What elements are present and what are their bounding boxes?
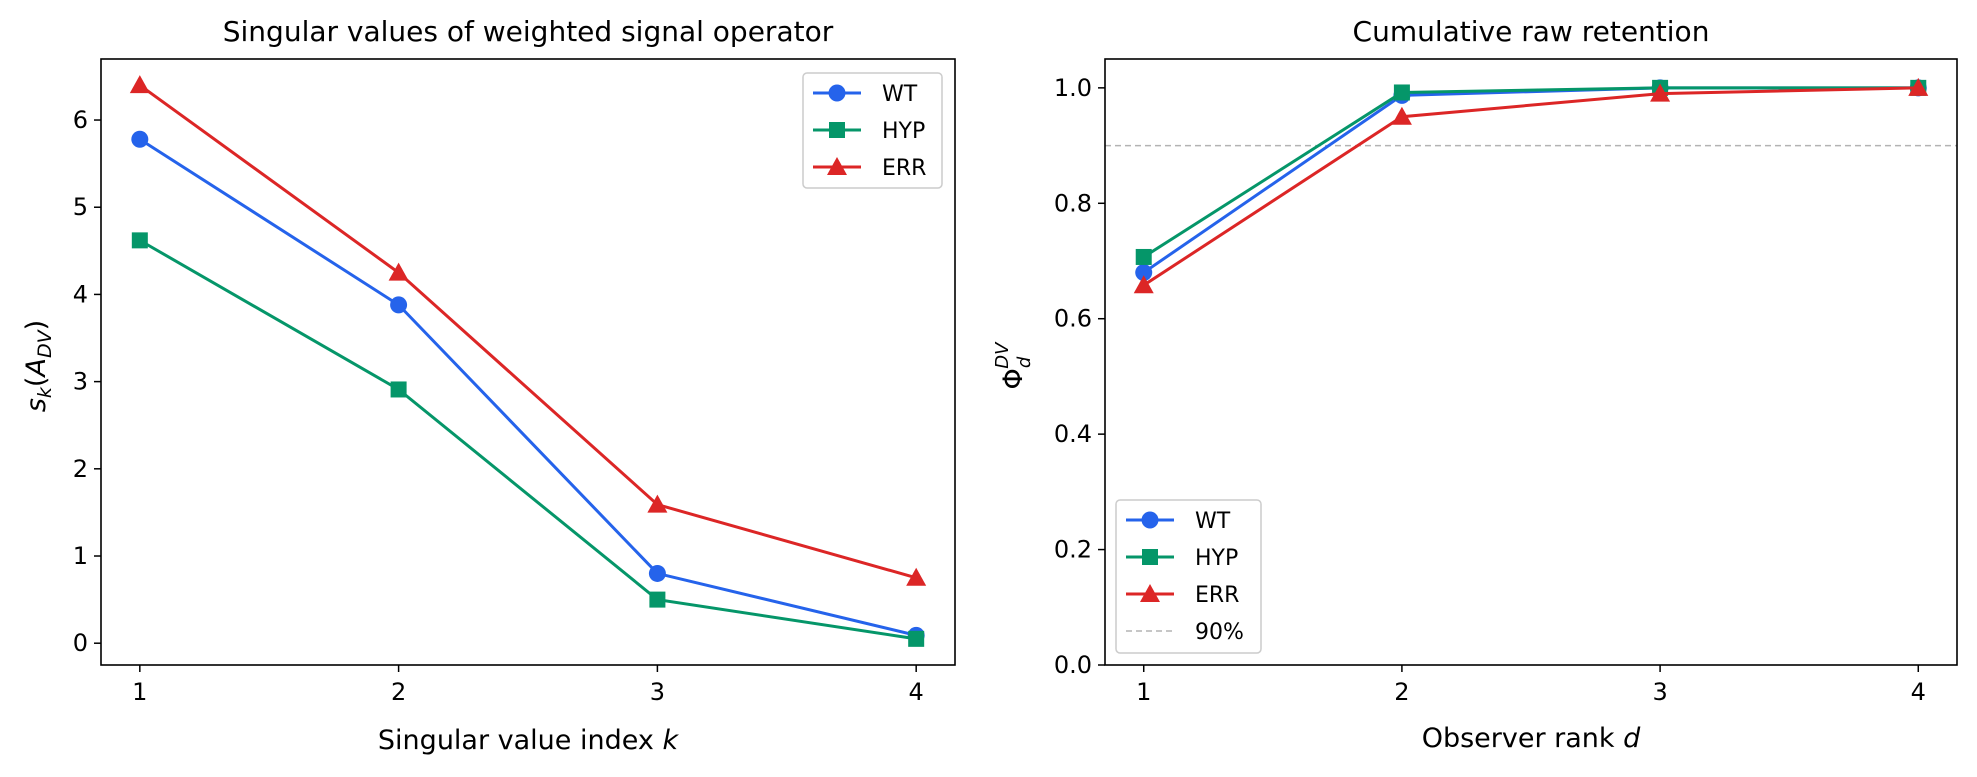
right-series-line-wt <box>1142 86 1919 274</box>
left-point-hyp <box>390 381 407 398</box>
right-legend: WT HYP ERR 90% <box>1115 499 1262 654</box>
left-y-axis-label: sk(ADV) <box>21 320 56 412</box>
right-point-err <box>1391 106 1412 125</box>
left-legend-marker-hyp <box>829 122 845 138</box>
left-legend-label-hyp: HYP <box>882 119 925 144</box>
right-legend-marker-hyp <box>1142 549 1158 565</box>
right-x-tick-label: 2 <box>1394 678 1409 706</box>
left-x-tick-label: 2 <box>391 678 406 706</box>
right-y-axis-label: ΦdDV <box>992 341 1035 390</box>
left-point-err <box>388 262 409 281</box>
right-y-tick-label: 0.2 <box>1054 536 1092 564</box>
right-point-err <box>1908 77 1929 96</box>
right-x-tick-label: 4 <box>1911 678 1926 706</box>
left-legend-label-err: ERR <box>882 156 926 181</box>
right-point-wt <box>1135 264 1153 282</box>
right-legend-marker-err <box>1140 584 1160 602</box>
left-y-tick-label: 6 <box>73 106 88 134</box>
left-legend-marker-wt <box>828 84 846 102</box>
right-legend-label-90pct: 90% <box>1195 620 1244 645</box>
right-legend-box <box>1115 499 1262 654</box>
left-series-line-hyp <box>139 239 917 641</box>
left-x-tick-label: 1 <box>132 678 147 706</box>
left-chart: Singular values of weighted signal opera… <box>21 15 956 756</box>
left-point-err <box>906 567 927 586</box>
right-plot-area: 1 2 3 4 0.0 0.2 0.4 0.6 0.8 1.0 WT HYP ERR 90% <box>1054 58 1958 706</box>
left-point-hyp <box>131 232 148 249</box>
left-point-wt <box>648 564 666 582</box>
right-y-tick-label: 0.8 <box>1054 189 1092 217</box>
right-x-tick-label: 1 <box>1136 678 1151 706</box>
left-point-wt <box>390 296 408 314</box>
right-series-line-hyp <box>1142 86 1919 259</box>
right-point-err <box>1133 275 1154 294</box>
right-series-line-err <box>1142 86 1919 287</box>
left-x-tick-label: 3 <box>650 678 665 706</box>
left-point-err <box>647 494 668 513</box>
left-x-tick-label: 4 <box>909 678 924 706</box>
right-point-hyp <box>1393 84 1410 101</box>
left-chart-title: Singular values of weighted signal opera… <box>223 15 834 48</box>
left-y-tick-label: 5 <box>73 193 88 221</box>
left-x-axis-label: Singular value index k <box>378 725 680 756</box>
right-axes-frame <box>1104 58 1958 666</box>
right-x-axis-label: Observer rank d <box>1422 723 1641 754</box>
right-y-tick-label: 0.6 <box>1054 305 1092 333</box>
left-y-tick-label: 1 <box>73 542 88 570</box>
left-series-line-err <box>138 83 917 580</box>
left-plot-area: 1 2 3 4 0 1 2 3 4 5 6 WT HYP ERR <box>73 58 956 706</box>
left-y-tick-label: 4 <box>73 280 88 308</box>
right-legend-label-hyp: HYP <box>1195 546 1238 571</box>
left-y-tick-label: 2 <box>73 455 88 483</box>
left-y-tick-label: 3 <box>73 368 88 396</box>
right-legend-label-err: ERR <box>1195 583 1239 608</box>
left-y-tick-label: 0 <box>73 629 88 657</box>
right-y-tick-label: 0.4 <box>1054 420 1092 448</box>
right-y-tick-label: 0.0 <box>1054 651 1092 679</box>
right-y-tick-label: 1.0 <box>1054 74 1092 102</box>
right-chart: Cumulative raw retention 1 2 3 4 0.0 0.2 0.4 0.… <box>992 15 1958 754</box>
left-point-hyp <box>908 630 925 647</box>
right-legend-marker-wt <box>1141 511 1159 529</box>
left-legend: WT HYP ERR <box>802 72 943 189</box>
right-point-err <box>1650 83 1671 102</box>
left-legend-label-wt: WT <box>882 82 918 107</box>
right-point-hyp <box>1135 248 1152 265</box>
left-axes-frame <box>100 58 956 666</box>
left-point-err <box>129 75 150 94</box>
left-legend-marker-err <box>827 157 847 175</box>
right-chart-title: Cumulative raw retention <box>1353 15 1710 48</box>
left-point-wt <box>131 130 149 148</box>
left-series-line-wt <box>139 137 917 637</box>
left-point-hyp <box>649 591 666 608</box>
right-legend-label-wt: WT <box>1195 509 1231 534</box>
right-x-tick-label: 3 <box>1652 678 1667 706</box>
